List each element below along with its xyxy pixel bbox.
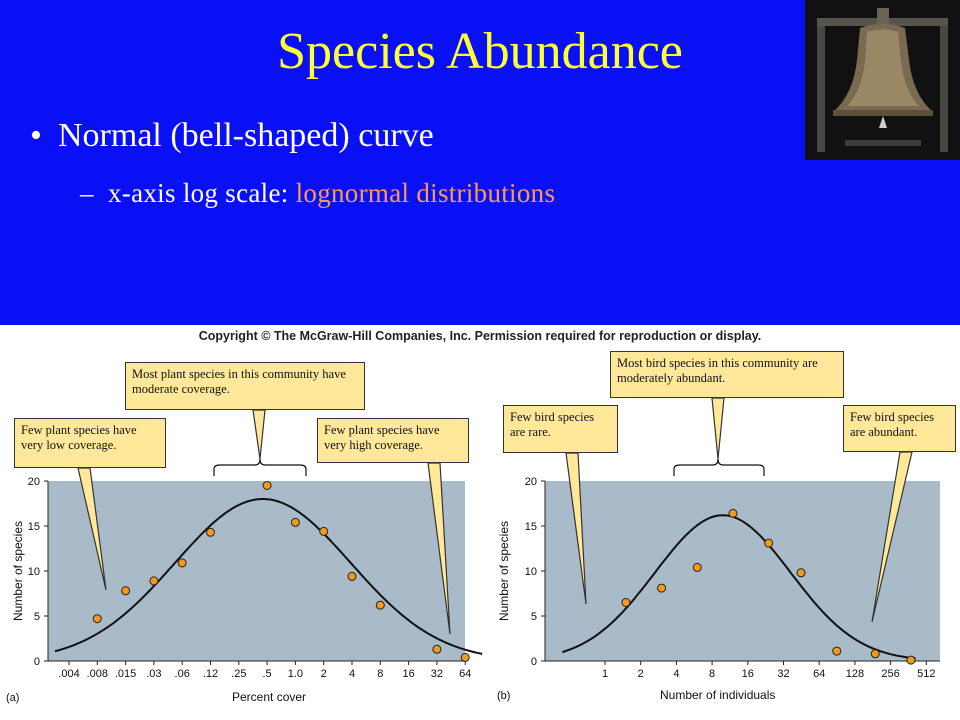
chart-b-xlabel: Number of individuals (660, 688, 775, 702)
callout-b-top: Most bird species in this community are … (610, 351, 844, 398)
chart-b-point (764, 538, 774, 548)
chart-a-ytick-label: 0 (34, 656, 40, 668)
chart-b-panel-label: (b) (497, 690, 510, 702)
sub-bullet-prefix: x-axis log scale: (108, 178, 296, 208)
chart-b-ytick-label: 20 (525, 476, 537, 488)
chart-b-ytick-label: 5 (531, 611, 537, 623)
chart-a-point (149, 576, 159, 586)
chart-a-xtick-label: .25 (231, 668, 246, 680)
bell-photo-drawing (805, 0, 960, 160)
chart-a-xtick-label: 64 (459, 668, 471, 680)
chart-b-pointer-right (871, 451, 913, 623)
chart-a-fit-curve (54, 498, 483, 655)
copyright-notice: Copyright © The McGraw-Hill Companies, I… (198, 329, 762, 343)
chart-a-point (177, 558, 187, 568)
sub-bullet-dash: – (80, 178, 94, 208)
chart-a-point (347, 571, 357, 581)
sub-bullet-highlight: lognormal distributions (295, 178, 556, 208)
chart-b-ytick-label: 0 (531, 656, 537, 668)
chart-b-fit-curve (561, 514, 916, 660)
chart-a-pointer-right (427, 462, 451, 635)
chart-a-point (121, 586, 131, 596)
chart-a-xtick-label: .004 (58, 668, 79, 680)
chart-a-xtick-label: 16 (402, 668, 414, 680)
chart-a-xtick-label: .015 (115, 668, 136, 680)
chart-a-ylabel: Number of species (11, 521, 25, 621)
chart-a-xtick-label: 1.0 (288, 668, 303, 680)
chart-a-pointer-left (77, 467, 107, 591)
chart-b-plot-area (545, 481, 940, 661)
chart-a-point (432, 644, 442, 654)
chart-a-xtick-label: 2 (321, 668, 327, 680)
chart-b-ytick-label: 10 (525, 566, 537, 578)
chart-a-point (460, 652, 470, 662)
chart-b-xtick-label: 256 (881, 668, 899, 680)
callout-b-left: Few bird species are rare. (503, 405, 618, 453)
chart-b-pointer-top (711, 397, 725, 460)
callout-a-top: Most plant species in this community hav… (125, 362, 365, 410)
chart-a-ytick-label: 15 (28, 521, 40, 533)
chart-b-point (728, 508, 738, 518)
chart-a-ytick-label: 20 (28, 476, 40, 488)
chart-b-xtick-label: 16 (742, 668, 754, 680)
chart-a-xtick-label: .06 (175, 668, 190, 680)
chart-a-xtick-label: 32 (431, 668, 443, 680)
chart-a-plot-area (48, 481, 465, 661)
chart-b-point (796, 568, 806, 578)
chart-a-xtick-label: 4 (349, 668, 355, 680)
chart-b-pointer-left (565, 452, 587, 605)
chart-b-point (832, 646, 842, 656)
sub-bullet-item: – x-axis log scale: lognormal distributio… (80, 178, 555, 209)
callout-a-left: Few plant species have very low coverage… (14, 418, 166, 468)
chart-a-ytick-label: 5 (34, 611, 40, 623)
chart-b-ylabel: Number of species (497, 521, 511, 621)
chart-a-point (290, 517, 300, 527)
bullet-text: Normal (bell-shaped) curve (58, 117, 434, 154)
chart-a-xtick-label: .008 (87, 668, 108, 680)
chart-b-xtick-label: 1 (602, 668, 608, 680)
chart-a: 0 5 10 15 20 .004 .008 .015 .03 .06 .12 .25 .5 1.0 2 4… (6, 409, 483, 704)
chart-b-point (692, 562, 702, 572)
chart-b-point (621, 598, 631, 607)
chart-b-point (906, 655, 916, 665)
chart-b-xtick-label: 128 (846, 668, 864, 680)
bell-photo (805, 0, 960, 160)
chart-a-point (375, 600, 385, 610)
chart-a-point (319, 526, 329, 536)
chart-b-xtick-label: 2 (638, 668, 644, 680)
chart-b-xtick-label: 32 (777, 668, 789, 680)
callout-a-right: Few plant species have very high coverag… (317, 418, 469, 463)
bullet-item: • Normal (bell-shaped) curve (30, 117, 434, 155)
callout-b-right: Few bird species are abundant. (843, 405, 956, 452)
bullet-dot: • (30, 117, 42, 154)
chart-a-pointer-top (252, 409, 266, 460)
chart-a-ytick-label: 10 (28, 566, 40, 578)
chart-b-xtick-label: 4 (673, 668, 679, 680)
chart-b-xtick-label: 512 (917, 668, 935, 680)
chart-a-point (206, 527, 215, 537)
chart-b-point (657, 583, 667, 593)
slide-title: Species Abundance (277, 23, 683, 80)
chart-b-point (870, 649, 880, 659)
chart-b-xtick-label: 64 (813, 668, 825, 680)
chart-a-point (262, 481, 272, 490)
chart-b-brace (673, 458, 765, 476)
chart-a-xtick-label: .03 (146, 668, 161, 680)
chart-b-ytick-label: 15 (525, 521, 537, 533)
chart-a-xtick-label: 8 (377, 668, 383, 680)
chart-a-point (92, 614, 102, 624)
chart-a-xlabel: Percent cover (232, 690, 306, 704)
chart-a-panel-label: (a) (6, 692, 19, 704)
chart-a-brace (213, 458, 307, 476)
chart-b-xtick-label: 8 (709, 668, 715, 680)
chart-a-xtick-label: .5 (263, 668, 272, 680)
chart-a-xtick-label: .12 (203, 668, 218, 680)
